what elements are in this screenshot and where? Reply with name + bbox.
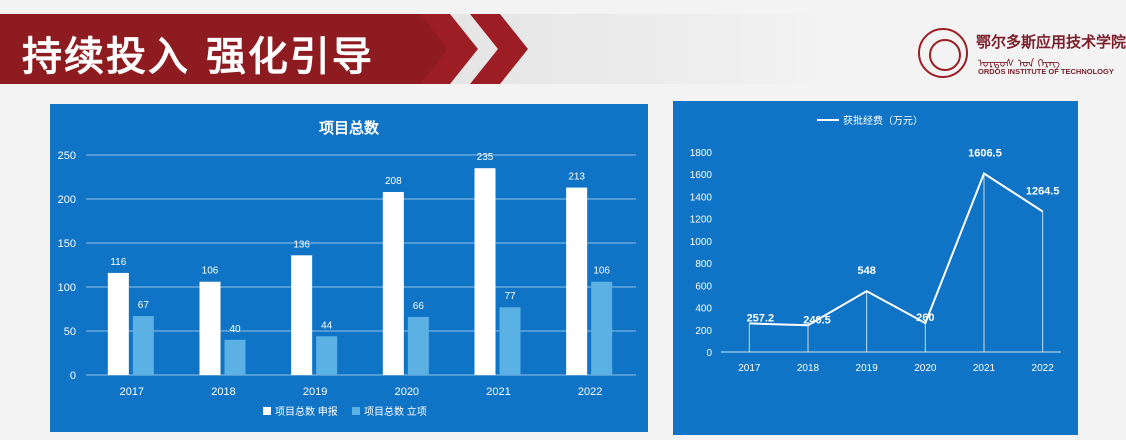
data-label: 235 (477, 152, 494, 163)
data-label: 1606.5 (968, 148, 1002, 160)
line-chart-panel: 获批经费（万元） 0 200 400 600 800 1000 1200 1400 1600 180… (673, 101, 1078, 435)
y-tick-label: 0 (706, 348, 712, 359)
school-logo: 鄂尔多斯应用技术学院 ᠣᠷᠳᠣᠰ ᠤᠨ ᠬᠡᠷᠡᠭ ORDOS INSTITUT… (918, 28, 1126, 84)
data-label: 66 (413, 301, 425, 312)
series-line (749, 171, 1044, 327)
bar-chart: 项目总数 0 50 100 150 200 250 2017 116 67 2018 106 40 201… (58, 119, 636, 418)
y-tick-label: 1800 (690, 148, 713, 159)
data-label: 106 (593, 266, 610, 277)
bar (382, 191, 404, 375)
y-tick-label: 0 (70, 370, 76, 382)
x-tick-label: 2017 (120, 386, 144, 398)
data-label: 67 (138, 300, 150, 311)
bar-chart-panel: 项目总数 0 50 100 150 200 250 2017 116 67 2018 106 40 201… (50, 104, 648, 432)
data-label: 116 (110, 257, 126, 268)
legend-swatch (263, 407, 271, 415)
logo-english-name: ORDOS INSTITUTE OF TECHNOLOGY (978, 67, 1114, 76)
y-tick-label: 250 (58, 150, 76, 162)
data-label: 257.2 (747, 312, 775, 324)
y-tick-label: 400 (695, 304, 712, 315)
bar (474, 168, 496, 375)
legend-label: 获批经费（万元） (843, 114, 923, 127)
y-tick-label: 200 (58, 194, 76, 206)
header-banner (0, 14, 470, 84)
x-tick-label: 2019 (303, 386, 327, 398)
x-tick-label: 2020 (914, 363, 937, 374)
legend-swatch (352, 407, 360, 415)
seal-icon (918, 28, 968, 78)
y-tick-label: 1600 (690, 170, 713, 181)
data-label: 77 (504, 291, 516, 302)
legend-label: 项目总数 立项 (364, 405, 427, 418)
page-title: 持续投入 强化引导 (22, 34, 374, 80)
bar (107, 272, 129, 375)
bar (199, 281, 221, 375)
y-tick-label: 100 (58, 282, 76, 294)
x-tick-label: 2020 (395, 386, 419, 398)
data-label: 44 (321, 320, 333, 331)
bar (499, 307, 521, 375)
bar (566, 187, 588, 375)
x-tick-label: 2022 (1032, 363, 1055, 374)
y-tick-label: 800 (695, 259, 712, 270)
y-tick-label: 50 (64, 326, 76, 338)
y-tick-label: 1000 (690, 237, 713, 248)
data-label: 548 (857, 265, 875, 277)
y-tick-label: 200 (695, 326, 712, 337)
y-tick-label: 1400 (690, 192, 713, 203)
line-chart: 获批经费（万元） 0 200 400 600 800 1000 1200 1400 1600 180… (690, 114, 1061, 374)
logo-chinese-name: 鄂尔多斯应用技术学院 (976, 33, 1126, 51)
data-label: 240.5 (803, 314, 831, 326)
data-label: 40 (229, 324, 241, 335)
logo-mongolian-name: ᠣᠷᠳᠣᠰ ᠤᠨ ᠬᠡᠷᠡᠭ (978, 57, 1060, 70)
legend-label: 项目总数 申报 (275, 405, 338, 418)
x-tick-label: 2021 (486, 386, 510, 398)
x-tick-label: 2022 (578, 386, 602, 398)
bar (224, 339, 246, 375)
x-tick-label: 2021 (973, 363, 996, 374)
data-label: 1264.5 (1026, 186, 1060, 198)
x-tick-label: 2018 (211, 386, 235, 398)
data-label: 106 (202, 266, 219, 277)
bar (291, 255, 313, 375)
x-tick-label: 2018 (797, 363, 820, 374)
x-tick-label: 2019 (856, 363, 879, 374)
data-label: 260 (916, 312, 934, 324)
x-tick-label: 2017 (738, 363, 761, 374)
chart-title: 项目总数 (319, 119, 380, 137)
bar (316, 336, 338, 375)
bar (132, 316, 154, 375)
data-label: 213 (568, 172, 585, 183)
y-tick-label: 1200 (690, 215, 713, 226)
y-tick-label: 600 (695, 281, 712, 292)
data-label: 136 (293, 239, 310, 250)
bar (591, 281, 613, 375)
bar (407, 316, 429, 375)
y-tick-label: 150 (58, 238, 76, 250)
data-label: 208 (385, 176, 402, 187)
